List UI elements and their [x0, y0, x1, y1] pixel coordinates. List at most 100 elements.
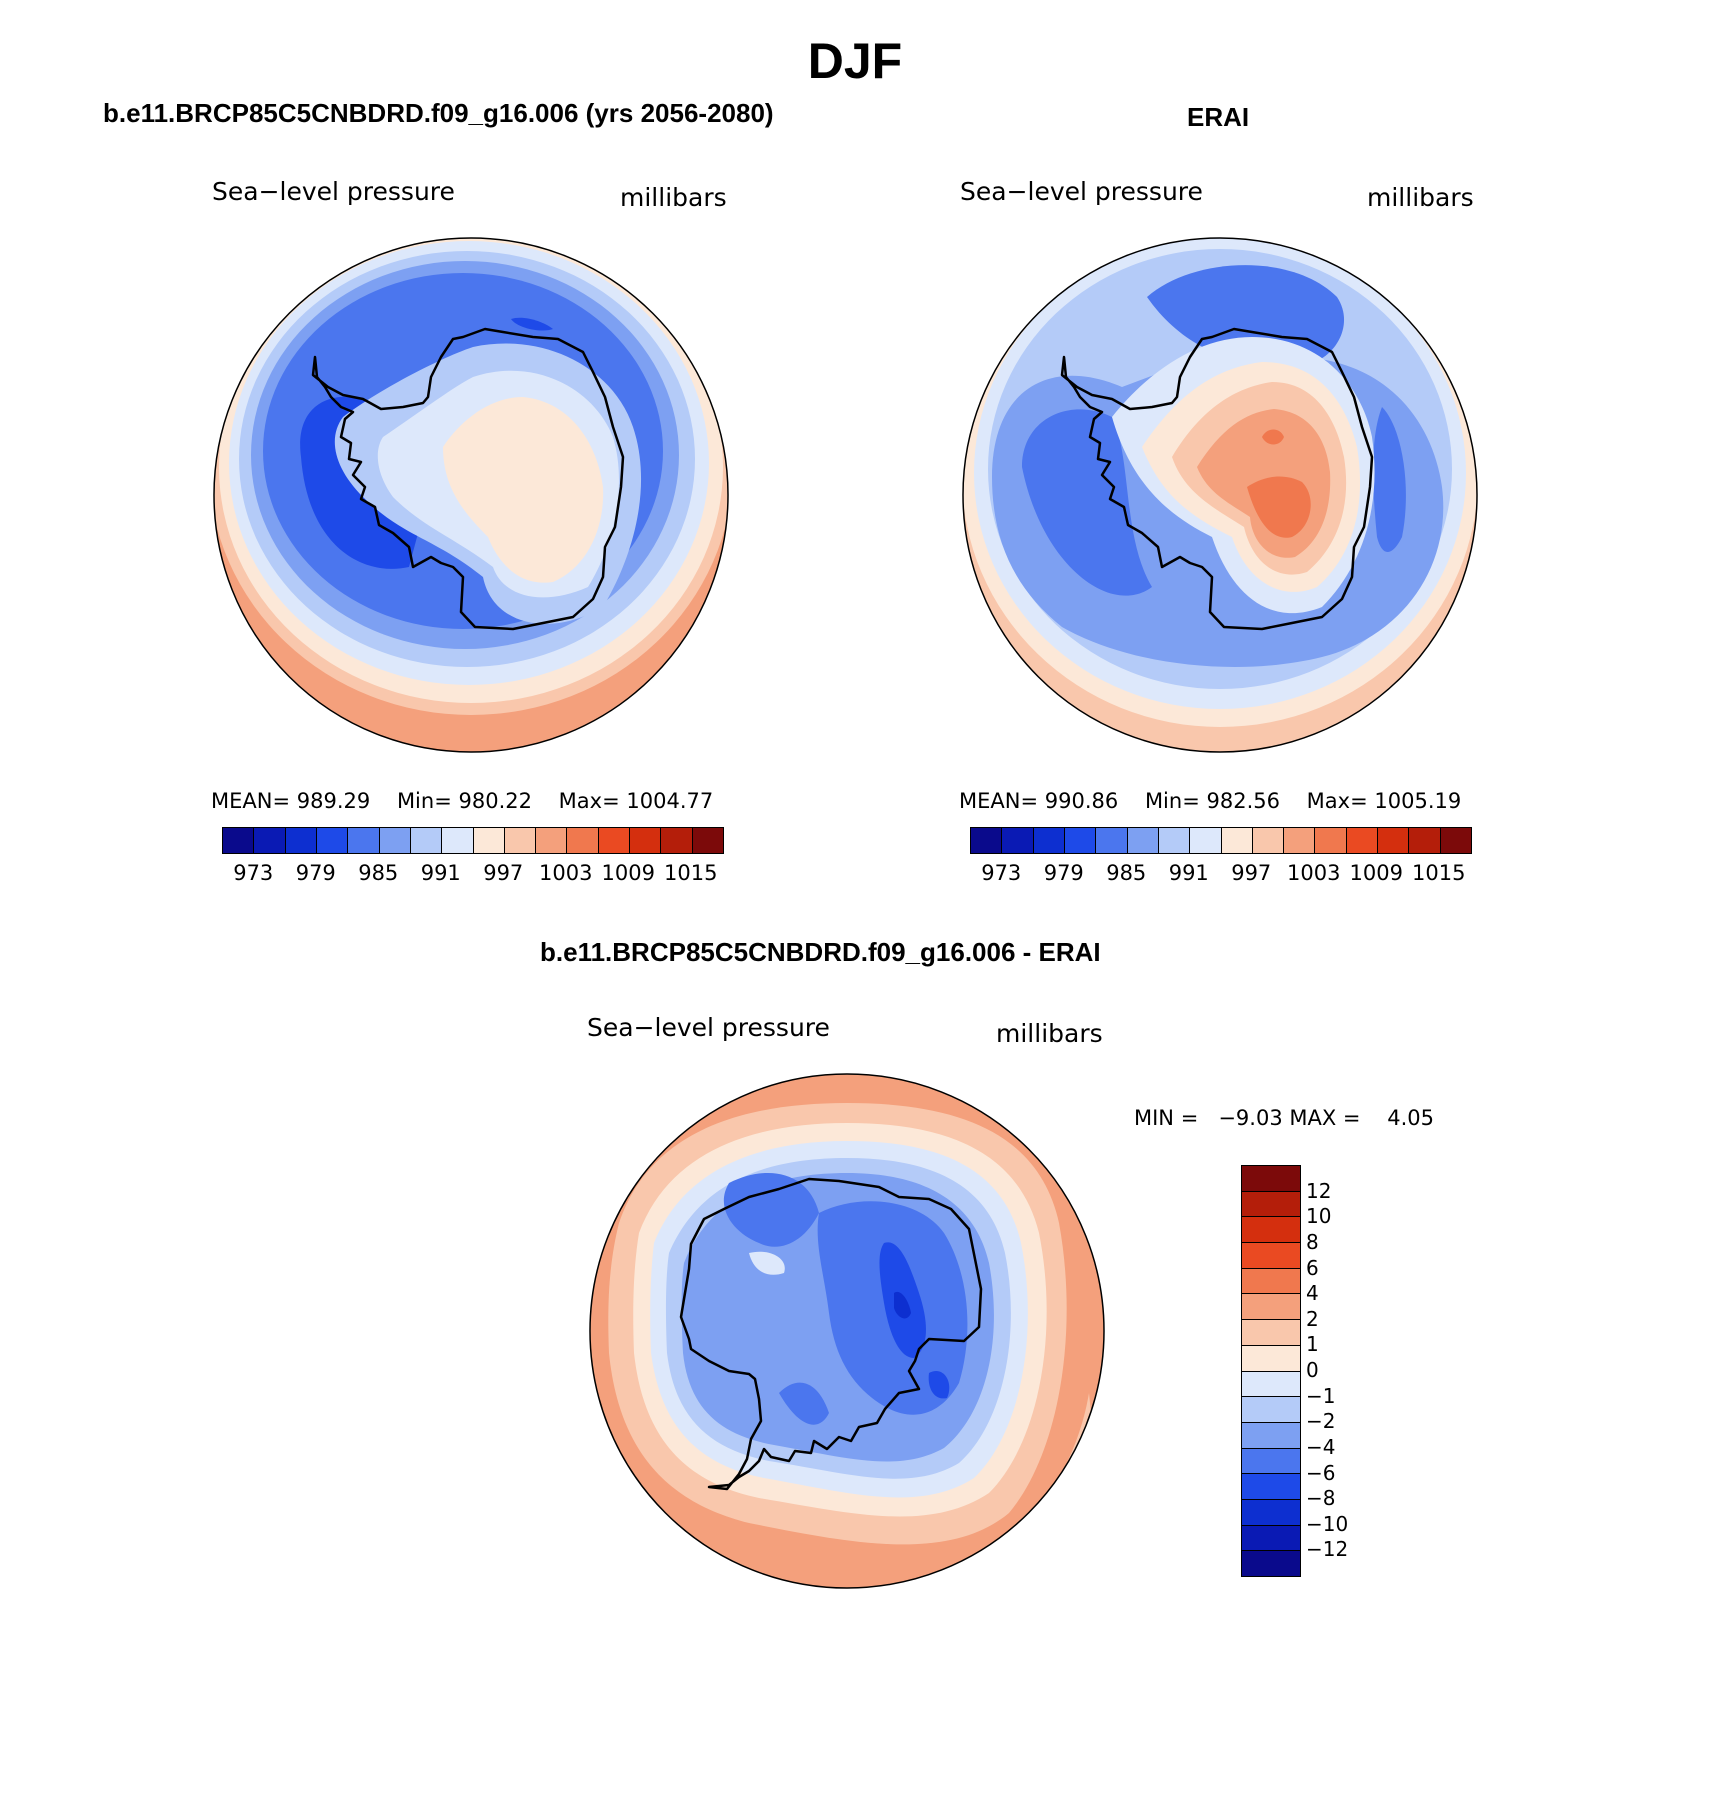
model-colorbar-labels: 973 979 985 991 997 1003 1009 1015 [222, 861, 722, 887]
model-stats: MEAN= 989.29 Min= 980.22 Max= 1004.77 [211, 789, 714, 813]
diff-colorbar-swatch [1242, 1267, 1300, 1294]
diff-colorbar-swatch [1242, 1319, 1300, 1345]
diff-colorbar-swatch [1242, 1498, 1300, 1525]
obs-colorbar-swatch [1033, 828, 1065, 853]
diff-colorbar-swatch [1242, 1396, 1300, 1422]
obs-colorbar-swatch [1315, 828, 1347, 853]
obs-colorbar-tick-label: 973 [981, 861, 1022, 885]
diff-colorbar-tick-label: 4 [1306, 1281, 1319, 1306]
diff-colorbar-swatch [1242, 1524, 1300, 1551]
diff-colorbar-tick-label: −2 [1306, 1409, 1336, 1434]
model-colorbar-swatch [504, 828, 537, 853]
model-map-border [213, 237, 729, 753]
diff-colorbar-tick-label: −4 [1306, 1434, 1336, 1459]
obs-colorbar-labels: 973 979 985 991 997 1003 1009 1015 [970, 861, 1470, 887]
diff-colorbar-labels: 12 10 8 6 4 2 1 0 −1 −2 −4 −6 −8 −10 −12 [1306, 1165, 1386, 1575]
obs-units-label: millibars [1367, 183, 1474, 212]
obs-colorbar-swatch [1002, 828, 1034, 853]
obs-colorbar-swatch [1064, 828, 1097, 853]
obs-colorbar-swatch [1096, 828, 1128, 853]
diff-units-label: millibars [996, 1019, 1103, 1048]
diff-colorbar-tick-label: −6 [1306, 1460, 1336, 1485]
model-colorbar [222, 827, 724, 854]
diff-colorbar-swatch [1242, 1166, 1300, 1191]
model-polar-map [213, 237, 729, 753]
model-colorbar-tick-label: 1015 [664, 861, 718, 885]
diff-colorbar-swatch [1242, 1293, 1300, 1320]
diff-colorbar-tick-label: 0 [1306, 1358, 1319, 1382]
model-variable-label: Sea−level pressure [212, 177, 455, 206]
diff-polar-map [589, 1073, 1105, 1589]
obs-colorbar-swatch [1221, 828, 1253, 853]
diff-colorbar-swatch [1242, 1344, 1300, 1371]
diff-colorbar-swatch [1242, 1447, 1300, 1474]
diff-colorbar-tick-label: 1 [1306, 1332, 1319, 1357]
diff-colorbar-tick-label: 6 [1306, 1255, 1319, 1280]
obs-colorbar-tick-label: 1003 [1287, 861, 1341, 885]
model-colorbar-swatch [442, 828, 474, 853]
model-colorbar-swatch [379, 828, 411, 853]
model-colorbar-swatch [661, 828, 693, 853]
model-colorbar-swatch [348, 828, 380, 853]
diff-colorbar-swatch [1242, 1242, 1300, 1268]
model-colorbar-tick-label: 973 [233, 861, 274, 885]
obs-colorbar-tick-label: 1009 [1349, 861, 1403, 885]
model-colorbar-tick-label: 1009 [601, 861, 655, 885]
obs-colorbar-swatch [1252, 828, 1285, 853]
obs-antarctica-coastline [1060, 327, 1374, 631]
model-colorbar-swatch [254, 828, 286, 853]
model-units-label: millibars [620, 183, 727, 212]
diff-antarctica-coastline [679, 1177, 983, 1491]
diff-colorbar-tick-label: −1 [1306, 1383, 1336, 1408]
obs-colorbar-swatch [1409, 828, 1441, 853]
model-colorbar-tick-label: 979 [295, 861, 336, 885]
model-colorbar-swatch [316, 828, 349, 853]
model-colorbar-tick-label: 991 [420, 861, 461, 885]
obs-stats: MEAN= 990.86 Min= 982.56 Max= 1005.19 [959, 789, 1462, 813]
diff-colorbar-swatch [1242, 1370, 1300, 1397]
model-plateau-high [443, 397, 604, 583]
obs-panel-title: ERAI [1187, 102, 1250, 132]
diff-colorbar-swatch [1242, 1190, 1300, 1217]
diff-colorbar [1241, 1165, 1301, 1577]
figure-title: DJF [807, 33, 903, 89]
diff-colorbar-swatch [1242, 1216, 1300, 1243]
model-colorbar-swatch [692, 828, 723, 853]
model-colorbar-tick-label: 985 [358, 861, 399, 885]
model-colorbar-tick-label: 997 [483, 861, 524, 885]
obs-colorbar-swatch [1127, 828, 1159, 853]
obs-colorbar-swatch [1190, 828, 1222, 853]
model-colorbar-tick-label: 1003 [539, 861, 593, 885]
diff-panel-title: b.e11.BRCP85C5CNBDRD.f09_g16.006 - ERAI [540, 937, 1101, 967]
diff-colorbar-tick-label: −8 [1306, 1486, 1336, 1511]
model-colorbar-swatch [536, 828, 568, 853]
obs-polar-map [962, 237, 1478, 753]
diff-colorbar-tick-label: −12 [1306, 1537, 1349, 1562]
model-panel-title: b.e11.BRCP85C5CNBDRD.f09_g16.006 (yrs 20… [103, 98, 774, 128]
obs-map-border [962, 237, 1478, 753]
diff-map-border [589, 1073, 1105, 1589]
diff-colorbar-tick-label: 10 [1306, 1204, 1332, 1229]
model-colorbar-swatch [567, 828, 599, 853]
model-colorbar-swatch [630, 828, 662, 853]
obs-colorbar-tick-label: 1015 [1412, 861, 1466, 885]
diff-colorbar-swatch [1242, 1473, 1300, 1499]
obs-colorbar-tick-label: 997 [1231, 861, 1272, 885]
diff-variable-label: Sea−level pressure [587, 1013, 830, 1042]
model-colorbar-swatch [410, 828, 443, 853]
diff-colorbar-tick-label: 12 [1306, 1178, 1332, 1203]
diff-colorbar-tick-label: 2 [1306, 1306, 1319, 1331]
model-colorbar-swatch [473, 828, 505, 853]
obs-variable-label: Sea−level pressure [960, 177, 1203, 206]
obs-low-pressure-core [1022, 409, 1152, 596]
obs-colorbar-swatch [1440, 828, 1471, 853]
diff-colorbar-tick-label: −10 [1306, 1511, 1349, 1536]
diff-colorbar-swatch [1242, 1550, 1300, 1576]
model-colorbar-swatch [223, 828, 255, 853]
diff-minmax: MIN = −9.03 MAX = 4.05 [1134, 1106, 1434, 1130]
obs-colorbar-swatch [1158, 828, 1191, 853]
diff-colorbar-swatch [1242, 1421, 1300, 1448]
obs-colorbar [970, 827, 1472, 854]
obs-colorbar-tick-label: 979 [1043, 861, 1084, 885]
obs-colorbar-swatch [1284, 828, 1316, 853]
